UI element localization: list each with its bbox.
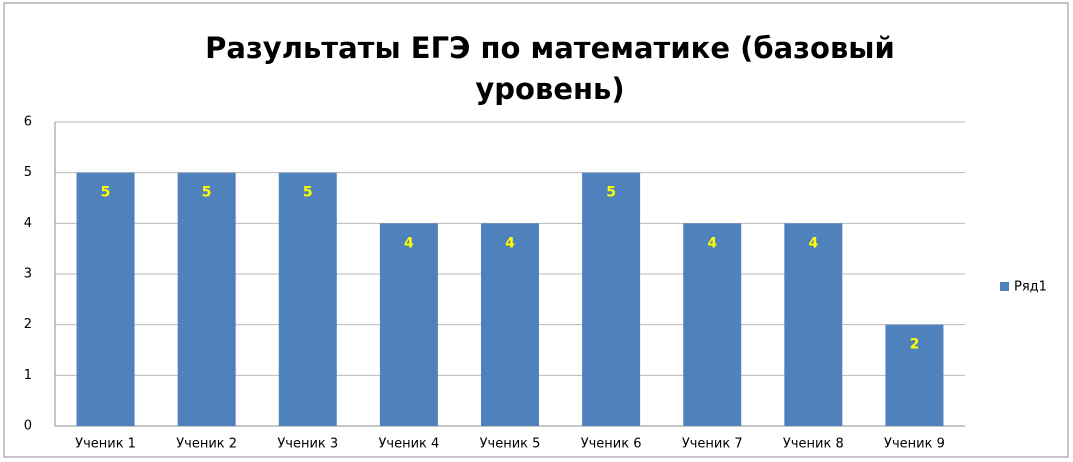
y-tick-label: 6: [24, 115, 32, 130]
bar: [76, 172, 135, 426]
data-label: 4: [505, 235, 515, 251]
data-label: 5: [202, 185, 212, 201]
y-tick-label: 1: [24, 368, 32, 383]
x-tick-label: Ученик 1: [75, 437, 136, 452]
data-label: 5: [303, 185, 313, 201]
bar: [379, 223, 438, 426]
bar: [784, 223, 843, 426]
x-tick-label: Ученик 9: [884, 437, 945, 452]
bar: [683, 223, 742, 426]
data-label: 4: [404, 235, 414, 251]
chart-title: Разультаты ЕГЭ по математике (базовый ур…: [205, 31, 895, 106]
data-label: 4: [707, 235, 717, 251]
x-tick-label: Ученик 6: [581, 437, 642, 452]
x-tick-label: Ученик 8: [783, 437, 844, 452]
x-tick-label: Ученик 5: [480, 437, 541, 452]
bar: [177, 172, 236, 426]
legend-label: Ряд1: [1014, 280, 1047, 295]
data-label: 2: [910, 337, 920, 353]
legend-swatch: [1000, 282, 1009, 291]
y-tick-label: 4: [24, 216, 32, 231]
x-tick-label: Ученик 3: [277, 437, 338, 452]
bar: [885, 324, 944, 426]
x-tick-label: Ученик 2: [176, 437, 237, 452]
data-label: 4: [808, 235, 818, 251]
data-label: 5: [606, 185, 616, 201]
y-tick-label: 2: [24, 317, 32, 332]
y-tick-label: 5: [24, 165, 32, 180]
bar: [481, 223, 539, 426]
x-tick-label: Ученик 4: [378, 437, 439, 452]
x-tick-label: Ученик 7: [682, 437, 743, 452]
bar: [582, 172, 641, 426]
y-tick-label: 0: [24, 419, 32, 434]
data-label: 5: [101, 185, 111, 201]
bar: [278, 172, 337, 426]
y-tick-label: 3: [24, 267, 32, 282]
